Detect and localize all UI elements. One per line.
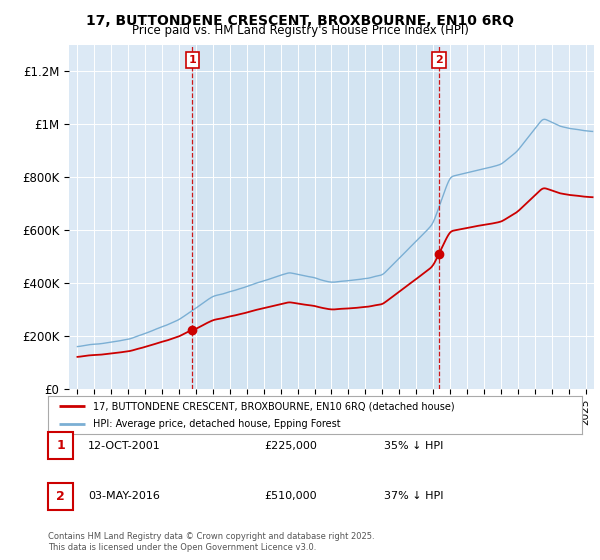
Text: HPI: Average price, detached house, Epping Forest: HPI: Average price, detached house, Eppi… — [94, 419, 341, 430]
Text: 37% ↓ HPI: 37% ↓ HPI — [384, 491, 443, 501]
Text: 03-MAY-2016: 03-MAY-2016 — [88, 491, 160, 501]
Text: 2: 2 — [435, 55, 443, 65]
Text: 1: 1 — [56, 439, 65, 452]
Text: 17, BUTTONDENE CRESCENT, BROXBOURNE, EN10 6RQ: 17, BUTTONDENE CRESCENT, BROXBOURNE, EN1… — [86, 14, 514, 28]
Text: 2: 2 — [56, 489, 65, 503]
Text: £225,000: £225,000 — [264, 441, 317, 451]
Text: Contains HM Land Registry data © Crown copyright and database right 2025.
This d: Contains HM Land Registry data © Crown c… — [48, 532, 374, 552]
Text: 12-OCT-2001: 12-OCT-2001 — [88, 441, 161, 451]
Text: 35% ↓ HPI: 35% ↓ HPI — [384, 441, 443, 451]
Text: 1: 1 — [188, 55, 196, 65]
Text: Price paid vs. HM Land Registry's House Price Index (HPI): Price paid vs. HM Land Registry's House … — [131, 24, 469, 37]
Text: £510,000: £510,000 — [264, 491, 317, 501]
Text: 17, BUTTONDENE CRESCENT, BROXBOURNE, EN10 6RQ (detached house): 17, BUTTONDENE CRESCENT, BROXBOURNE, EN1… — [94, 401, 455, 411]
Bar — [193, 45, 439, 389]
